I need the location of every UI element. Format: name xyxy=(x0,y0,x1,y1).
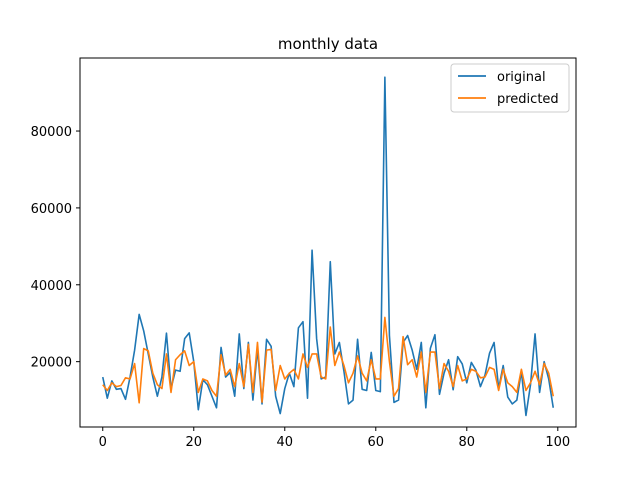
series-line-original xyxy=(101,76,555,417)
x-tick-label: 100 xyxy=(545,435,570,450)
y-tick-label: 60000 xyxy=(31,202,72,217)
plot-frame xyxy=(79,57,577,428)
x-tick-label: 40 xyxy=(276,435,293,450)
y-tick-label: 20000 xyxy=(31,356,72,371)
y-tick-label: 80000 xyxy=(31,125,72,140)
legend-label-original: original xyxy=(497,70,546,85)
y-axis: 20000 40000 60000 80000 xyxy=(31,125,80,371)
x-tick-label: 20 xyxy=(185,435,202,450)
plot-series xyxy=(101,76,555,417)
y-tick-label: 40000 xyxy=(31,279,72,294)
x-tick-label: 0 xyxy=(99,435,107,450)
x-axis: 0 20 40 60 80 100 xyxy=(99,427,570,450)
legend-label-predicted: predicted xyxy=(497,92,559,107)
series-line-predicted xyxy=(102,316,555,404)
x-tick-label: 60 xyxy=(368,435,385,450)
legend: original predicted xyxy=(450,63,570,113)
chart-title: monthly data xyxy=(278,35,378,53)
x-tick-label: 80 xyxy=(459,435,476,450)
